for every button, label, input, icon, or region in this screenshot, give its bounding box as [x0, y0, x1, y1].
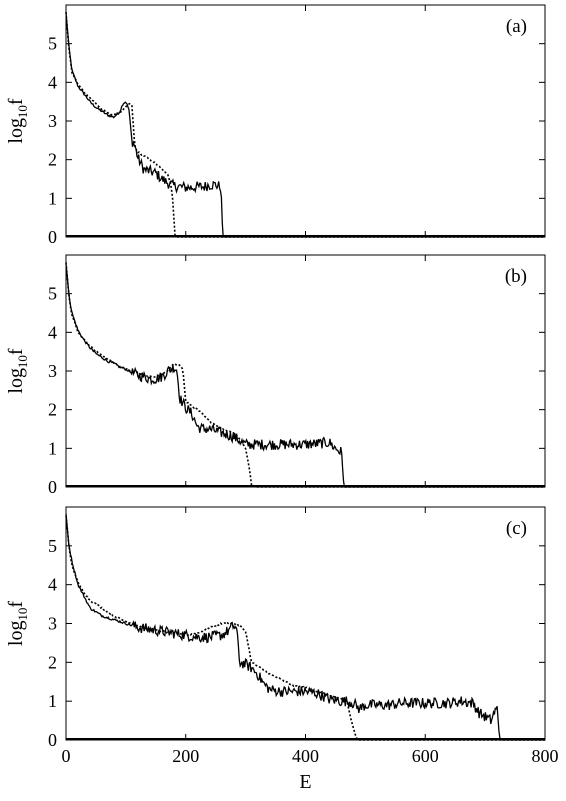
- panel-label: (b): [505, 266, 527, 287]
- plot-frame-0: [65, 4, 546, 238]
- y-tick-label: 0: [48, 730, 57, 750]
- y-tick-label: 3: [48, 361, 57, 381]
- series-line-solid: [65, 263, 545, 488]
- panel-label: (c): [506, 518, 527, 539]
- y-tick-label: 3: [48, 614, 57, 634]
- y-tick-label: 3: [48, 111, 57, 131]
- x-tick-label: 200: [172, 746, 199, 766]
- y-tick-label: 5: [48, 284, 57, 304]
- panel-label: (a): [506, 16, 527, 37]
- y-tick-label: 5: [48, 536, 57, 556]
- y-tick-label: 4: [48, 575, 57, 595]
- y-tick-label: 2: [48, 400, 57, 420]
- series-line-solid: [65, 12, 545, 238]
- plot-frame-1: [65, 254, 546, 488]
- y-tick-label: 1: [48, 188, 57, 208]
- series-line-dotted: [65, 515, 545, 741]
- x-tick-label: 0: [62, 746, 71, 766]
- y-tick-label: 4: [48, 322, 57, 342]
- y-tick-label: 1: [48, 438, 57, 458]
- x-tick-label: 400: [292, 746, 319, 766]
- y-tick-label: 2: [48, 652, 57, 672]
- y-axis-label: log10f: [5, 348, 30, 394]
- y-tick-label: 2: [48, 150, 57, 170]
- series-line-solid: [65, 513, 545, 741]
- y-tick-label: 0: [48, 227, 57, 247]
- y-axis-label: log10f: [5, 601, 30, 647]
- y-tick-label: 5: [48, 34, 57, 54]
- series-line-dotted: [65, 11, 545, 238]
- y-tick-label: 4: [48, 72, 57, 92]
- x-tick-label: 600: [412, 746, 439, 766]
- y-tick-label: 0: [48, 477, 57, 497]
- x-axis-label: E: [299, 771, 311, 793]
- y-axis-label: log10f: [5, 98, 30, 144]
- y-tick-label: 1: [48, 691, 57, 711]
- x-tick-label: 800: [532, 746, 559, 766]
